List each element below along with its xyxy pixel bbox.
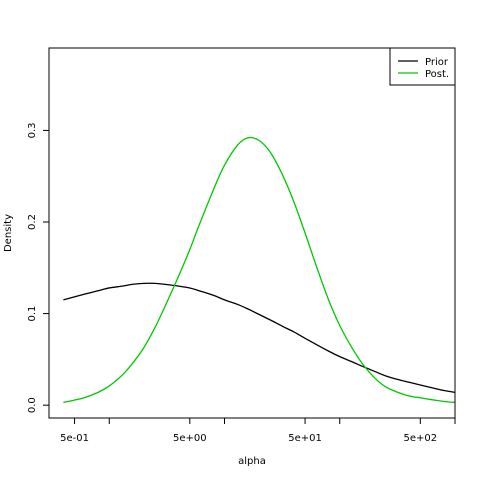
y-tick-label-1: 0.1 [27,306,38,322]
curves-group [63,136,456,404]
y-tick-label-3: 0.3 [27,122,38,138]
x-tick-label-6: 5e+02 [403,433,437,444]
x-tick-label-2: 5e+00 [173,433,207,444]
series-line-post [63,136,456,404]
x-axis-label: alpha [238,456,266,467]
series-line-prior [63,282,456,394]
x-axis: 5e-01 5e+00 5e+01 5e+02 [60,418,456,444]
legend-label-post: Post. [425,69,449,80]
y-tick-label-2: 0.2 [27,214,38,230]
legend: Prior Post. [389,47,456,86]
plot-frame [48,47,456,419]
y-axis: 0.0 0.1 0.2 0.3 [27,122,49,413]
x-tick-label-0: 5e-01 [60,433,89,444]
legend-box [389,47,456,86]
x-tick-label-4: 5e+01 [288,433,322,444]
y-tick-label-0: 0.0 [27,397,38,413]
y-axis-label: Density [3,214,14,252]
legend-label-prior: Prior [425,57,449,68]
